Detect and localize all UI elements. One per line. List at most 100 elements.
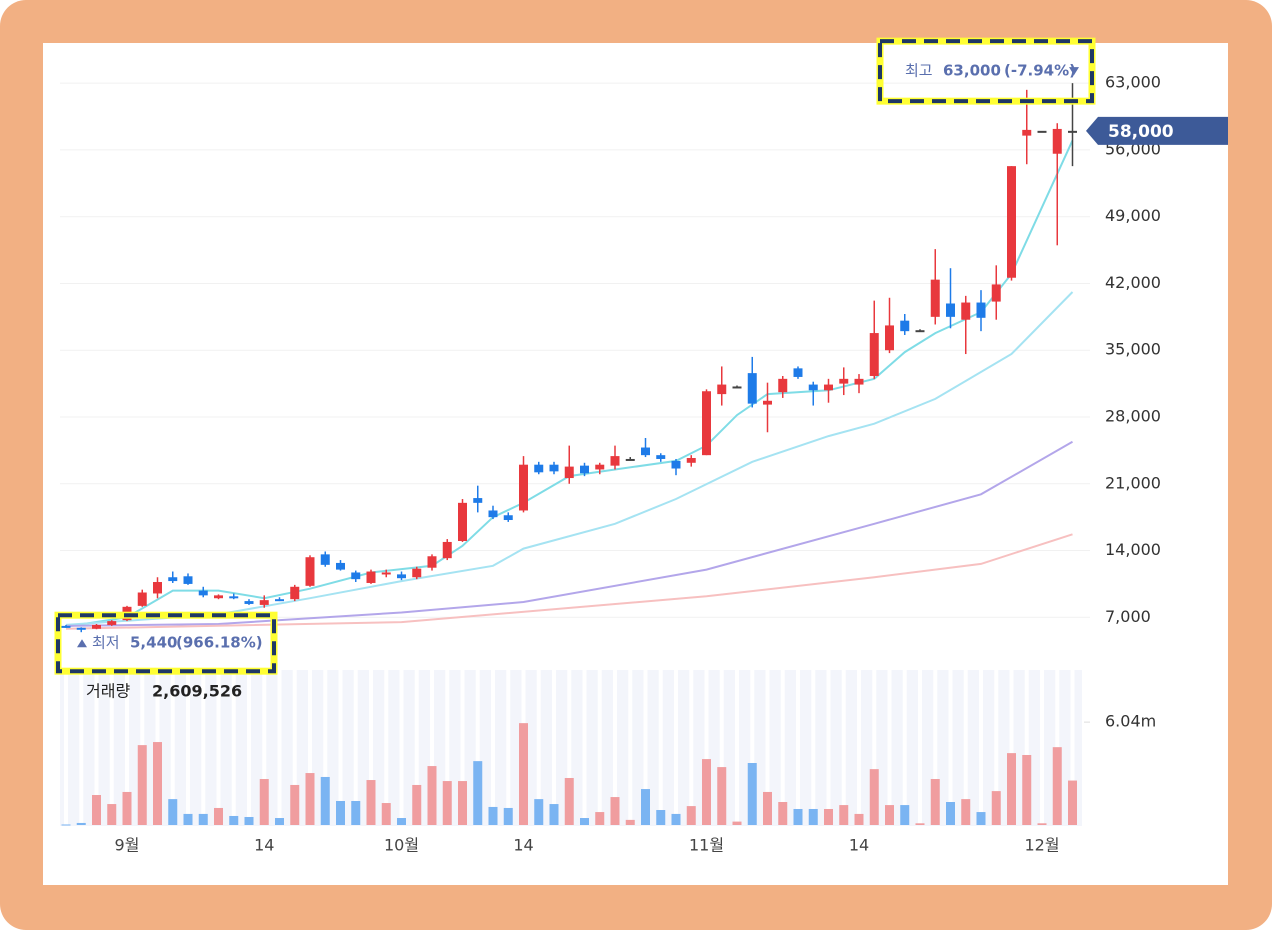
volume-stripe bbox=[704, 670, 709, 825]
moving-average bbox=[65, 440, 1073, 627]
y-tick-label: 21,000 bbox=[1105, 473, 1161, 492]
candle-body bbox=[503, 515, 513, 521]
volume-bar bbox=[656, 810, 666, 825]
volume-bar bbox=[122, 791, 132, 825]
low-name: 최저 bbox=[92, 634, 120, 652]
volume-stripe bbox=[109, 670, 114, 825]
candle-body bbox=[900, 320, 910, 332]
volume-stripe bbox=[689, 670, 694, 825]
volume-bar bbox=[671, 813, 681, 825]
volume-stripe bbox=[323, 670, 328, 825]
volume-bar bbox=[610, 797, 620, 825]
volume-stripe bbox=[475, 670, 480, 825]
volume-bar bbox=[564, 777, 574, 825]
candle-body bbox=[656, 455, 666, 459]
volume-stripe bbox=[780, 670, 785, 825]
current-price-tag bbox=[1086, 116, 1228, 145]
volume-stripe bbox=[277, 670, 282, 825]
volume-bar bbox=[702, 759, 711, 825]
volume-bar bbox=[320, 776, 330, 825]
candle-body bbox=[1022, 129, 1032, 136]
volume-bar bbox=[366, 780, 376, 825]
volume-bar bbox=[107, 804, 117, 825]
volume-bar bbox=[183, 813, 193, 825]
volume-bar bbox=[854, 813, 864, 825]
volume-bar bbox=[153, 742, 162, 825]
y-tick-label: 7,000 bbox=[1105, 607, 1151, 626]
volume-stripe bbox=[613, 670, 617, 825]
volume-stripe bbox=[399, 670, 404, 825]
volume-stripe bbox=[994, 670, 999, 825]
y-tick-label: 28,000 bbox=[1105, 407, 1161, 426]
candle-body bbox=[412, 568, 422, 578]
volume-stripe bbox=[338, 670, 343, 825]
candle-body bbox=[290, 586, 300, 600]
candle-body bbox=[747, 373, 757, 404]
moving-average bbox=[65, 533, 1073, 630]
volume-stripe bbox=[979, 670, 983, 825]
volume-stripe bbox=[674, 670, 678, 825]
volume-stripe bbox=[750, 670, 755, 825]
volume-stripe bbox=[811, 670, 816, 825]
candle-body bbox=[198, 590, 208, 596]
volume-bar bbox=[275, 818, 284, 825]
volume-bar bbox=[686, 806, 696, 825]
candle-body bbox=[275, 599, 284, 602]
candle-body bbox=[153, 582, 162, 594]
candle-body bbox=[915, 330, 925, 333]
volume-bar bbox=[442, 781, 452, 825]
volume-bar bbox=[351, 800, 361, 825]
volume-stripe bbox=[658, 670, 663, 825]
volume-bar bbox=[473, 761, 483, 825]
candle-body bbox=[778, 378, 788, 393]
volume-stripe bbox=[902, 670, 907, 825]
volume-stripe bbox=[1024, 670, 1029, 825]
volume-stripe bbox=[719, 670, 724, 825]
low-arrow bbox=[77, 639, 87, 648]
volume-bar bbox=[519, 723, 528, 825]
volume-stripe bbox=[186, 670, 190, 825]
volume-bar bbox=[412, 784, 422, 825]
volume-bar bbox=[336, 800, 345, 825]
highlight-box-dash bbox=[56, 613, 276, 674]
candle-body bbox=[717, 384, 727, 395]
moving-average bbox=[65, 291, 1074, 626]
volume-bar bbox=[214, 807, 223, 825]
candle-body bbox=[1007, 166, 1016, 278]
volume-bar bbox=[778, 802, 788, 825]
candle-body bbox=[76, 627, 86, 630]
candle-body bbox=[686, 458, 696, 463]
candle-body bbox=[229, 596, 239, 599]
volume-bar bbox=[763, 791, 772, 825]
candle-body bbox=[885, 325, 894, 351]
volume-bar bbox=[61, 824, 71, 826]
volume-bar bbox=[92, 795, 101, 825]
volume-stripe bbox=[735, 670, 739, 825]
candle-body bbox=[381, 572, 391, 575]
candle-body bbox=[1037, 130, 1047, 133]
volume-stripe bbox=[567, 670, 572, 825]
volume-bar bbox=[747, 763, 757, 825]
volume-stripe bbox=[460, 670, 465, 825]
volume-stripe bbox=[963, 670, 968, 825]
volume-stripe bbox=[857, 670, 861, 825]
volume-bar bbox=[732, 821, 742, 825]
volume-bar bbox=[168, 799, 178, 825]
candle-body bbox=[397, 574, 406, 579]
y-tick-label: 6.04m bbox=[1105, 712, 1156, 731]
candle-body bbox=[336, 562, 345, 570]
volume-stripe bbox=[94, 670, 99, 825]
volume-stripe bbox=[414, 670, 419, 825]
x-tick-label: 10월 bbox=[384, 836, 419, 855]
volume-title: 거래량 bbox=[86, 682, 130, 701]
volume-bar bbox=[961, 799, 971, 825]
volume-stripe bbox=[582, 670, 587, 825]
x-tick-label: 12월 bbox=[1024, 836, 1059, 855]
volume-stripe bbox=[933, 670, 938, 825]
candle-body bbox=[732, 386, 742, 389]
y-tick-label: 14,000 bbox=[1105, 540, 1161, 559]
volume-bar bbox=[1052, 747, 1062, 825]
volume-bar bbox=[427, 766, 437, 825]
candle-body bbox=[1068, 130, 1077, 133]
volume-latest: 2,609,526 bbox=[152, 682, 242, 701]
